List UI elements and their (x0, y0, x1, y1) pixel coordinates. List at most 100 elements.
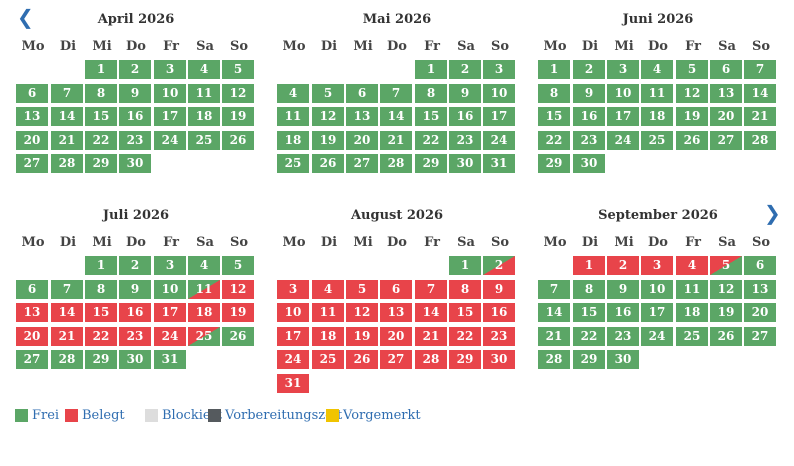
day-cell-booked[interactable]: 4 (676, 256, 708, 275)
day-cell-free[interactable]: 2 (449, 60, 481, 79)
day-cell-booked[interactable]: 31 (277, 374, 309, 393)
day-cell-free[interactable]: 20 (346, 131, 378, 150)
day-cell-booked[interactable]: 29 (449, 350, 481, 369)
day-cell-booked[interactable]: 26 (346, 350, 378, 369)
day-cell-free[interactable]: 3 (607, 60, 639, 79)
day-cell-free[interactable]: 1 (449, 256, 481, 275)
day-cell-booked[interactable]: 13 (380, 303, 412, 322)
day-cell-free[interactable]: 24 (607, 131, 639, 150)
day-cell-free[interactable]: 5 (222, 60, 254, 79)
day-cell-free[interactable]: 13 (710, 84, 742, 103)
day-cell-booked[interactable]: 21 (415, 327, 447, 346)
day-cell-free[interactable]: 15 (85, 107, 117, 126)
day-cell-free[interactable]: 7 (538, 280, 570, 299)
day-cell-free[interactable]: 17 (641, 303, 673, 322)
day-cell-booked[interactable]: 3 (641, 256, 673, 275)
day-cell-free[interactable]: 6 (710, 60, 742, 79)
day-cell-free[interactable]: 27 (16, 154, 48, 173)
day-cell-free[interactable]: 11 (676, 280, 708, 299)
day-cell-free[interactable]: 29 (573, 350, 605, 369)
day-cell-booked[interactable]: 9 (483, 280, 515, 299)
day-cell-free[interactable]: 27 (16, 350, 48, 369)
day-cell-free[interactable]: 23 (607, 327, 639, 346)
day-cell-booked[interactable]: 7 (415, 280, 447, 299)
day-cell-free[interactable]: 15 (538, 107, 570, 126)
day-cell-free[interactable]: 23 (573, 131, 605, 150)
day-cell-free[interactable]: 18 (641, 107, 673, 126)
day-cell-free[interactable]: 28 (51, 350, 83, 369)
day-cell-booked[interactable]: 6 (380, 280, 412, 299)
day-cell-booked[interactable]: 20 (16, 327, 48, 346)
day-cell-free[interactable]: 7 (51, 84, 83, 103)
day-cell-booked[interactable]: 27 (380, 350, 412, 369)
day-cell-free[interactable]: 27 (710, 131, 742, 150)
day-cell-free[interactable]: 20 (744, 303, 776, 322)
day-cell-free[interactable]: 4 (277, 84, 309, 103)
day-cell-free[interactable]: 2 (573, 60, 605, 79)
day-cell-free[interactable]: 1 (85, 256, 117, 275)
day-cell-free[interactable]: 25 (188, 131, 220, 150)
day-cell-free[interactable]: 3 (154, 256, 186, 275)
day-cell-free[interactable]: 28 (51, 154, 83, 173)
day-cell-free[interactable]: 21 (380, 131, 412, 150)
day-cell-free[interactable]: 30 (607, 350, 639, 369)
day-cell-booked[interactable]: 19 (222, 303, 254, 322)
day-cell-free[interactable]: 28 (744, 131, 776, 150)
day-cell-free[interactable]: 2 (119, 256, 151, 275)
day-cell-booked[interactable]: 21 (51, 327, 83, 346)
day-cell-booked[interactable]: 11 (312, 303, 344, 322)
day-cell-booked[interactable]: 23 (483, 327, 515, 346)
day-cell-free[interactable]: 12 (676, 84, 708, 103)
day-cell-free[interactable]: 29 (85, 350, 117, 369)
day-cell-free[interactable]: 19 (676, 107, 708, 126)
day-cell-free[interactable]: 4 (188, 60, 220, 79)
day-cell-free[interactable]: 9 (119, 84, 151, 103)
day-cell-free[interactable]: 9 (573, 84, 605, 103)
day-cell-free[interactable]: 18 (676, 303, 708, 322)
day-cell-free[interactable]: 26 (222, 131, 254, 150)
day-cell-free[interactable]: 20 (16, 131, 48, 150)
day-cell-free[interactable]: 13 (16, 107, 48, 126)
day-cell-free[interactable]: 16 (607, 303, 639, 322)
day-cell-free[interactable]: 30 (573, 154, 605, 173)
day-cell-free[interactable]: 22 (538, 131, 570, 150)
day-cell-free[interactable]: 8 (85, 280, 117, 299)
day-cell-free[interactable]: 1 (415, 60, 447, 79)
day-cell-booked[interactable]: 16 (119, 303, 151, 322)
next-month-button[interactable]: ❯ (764, 201, 781, 225)
day-cell-free[interactable]: 2 (119, 60, 151, 79)
day-cell-booked[interactable]: 12 (222, 280, 254, 299)
day-cell-free[interactable]: 29 (85, 154, 117, 173)
day-cell-free[interactable]: 10 (607, 84, 639, 103)
day-cell-booked[interactable]: 19 (346, 327, 378, 346)
day-cell-free[interactable]: 10 (641, 280, 673, 299)
day-cell-departure[interactable]: 25 (188, 327, 220, 346)
day-cell-free[interactable]: 8 (415, 84, 447, 103)
day-cell-booked[interactable]: 18 (312, 327, 344, 346)
day-cell-free[interactable]: 16 (573, 107, 605, 126)
day-cell-free[interactable]: 25 (676, 327, 708, 346)
day-cell-free[interactable]: 9 (607, 280, 639, 299)
day-cell-booked[interactable]: 28 (415, 350, 447, 369)
day-cell-booked[interactable]: 20 (380, 327, 412, 346)
day-cell-booked[interactable]: 22 (449, 327, 481, 346)
day-cell-free[interactable]: 14 (744, 84, 776, 103)
day-cell-free[interactable]: 16 (449, 107, 481, 126)
day-cell-free[interactable]: 24 (641, 327, 673, 346)
day-cell-booked[interactable]: 2 (607, 256, 639, 275)
day-cell-booked[interactable]: 24 (154, 327, 186, 346)
day-cell-booked[interactable]: 13 (16, 303, 48, 322)
day-cell-free[interactable]: 22 (415, 131, 447, 150)
day-cell-free[interactable]: 19 (710, 303, 742, 322)
day-cell-free[interactable]: 18 (188, 107, 220, 126)
day-cell-booked[interactable]: 22 (85, 327, 117, 346)
day-cell-free[interactable]: 17 (607, 107, 639, 126)
day-cell-free[interactable]: 31 (483, 154, 515, 173)
day-cell-free[interactable]: 25 (641, 131, 673, 150)
day-cell-free[interactable]: 6 (744, 256, 776, 275)
day-cell-free[interactable]: 4 (641, 60, 673, 79)
day-cell-free[interactable]: 11 (641, 84, 673, 103)
day-cell-free[interactable]: 1 (85, 60, 117, 79)
day-cell-booked[interactable]: 18 (188, 303, 220, 322)
day-cell-free[interactable]: 22 (85, 131, 117, 150)
